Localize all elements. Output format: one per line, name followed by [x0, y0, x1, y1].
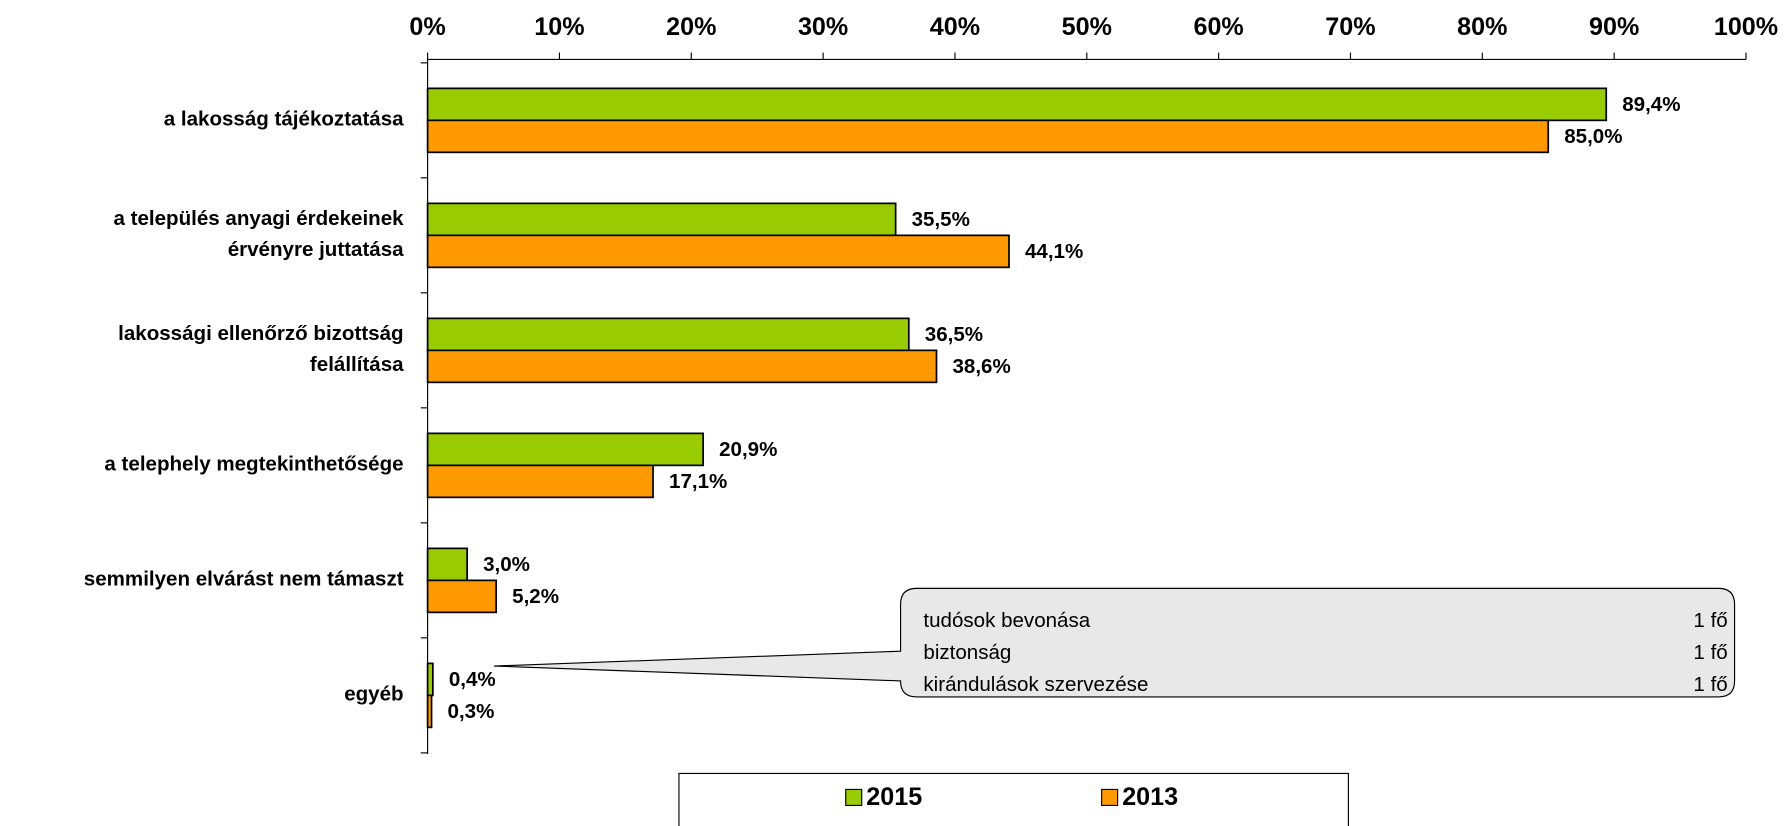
value-label: 89,4%: [1622, 93, 1680, 116]
value-label: 17,1%: [669, 470, 727, 493]
legend-swatch: [1101, 788, 1119, 807]
category-label: semmilyen elvárást nem támaszt: [84, 568, 404, 591]
value-label: 5,2%: [512, 585, 559, 608]
bar: [426, 579, 498, 614]
bar: [426, 202, 897, 237]
note-count: 1 fő: [1693, 641, 1727, 664]
x-tick-label: 100%: [1714, 13, 1778, 41]
category-label: a település anyagi érdekeinek érvényre ju…: [114, 207, 405, 261]
category-line: a település anyagi érdekeinek: [114, 207, 405, 230]
value-label: 0,4%: [449, 668, 496, 691]
x-tick-label: 80%: [1457, 13, 1507, 41]
category-line: érvényre juttatása: [228, 238, 404, 261]
legend-label: 2013: [1122, 783, 1178, 811]
bar: [426, 662, 434, 697]
category-label: lakossági ellenőrző bizottság felállítása: [118, 322, 404, 376]
category-line: a lakosság tájékoztatása: [164, 108, 404, 131]
value-label: 38,6%: [952, 355, 1010, 378]
x-tick-label: 90%: [1589, 13, 1639, 41]
note-label: biztonság: [923, 641, 1011, 664]
bar: [426, 87, 1608, 122]
x-tick-label: 50%: [1062, 13, 1112, 41]
legend-swatch: [845, 788, 863, 807]
value-label: 20,9%: [719, 438, 777, 461]
bar: [426, 432, 704, 467]
bar: [426, 317, 910, 352]
category-line: egyéb: [344, 683, 403, 706]
note-label: kirándulások szervezése: [923, 673, 1148, 696]
value-label: 85,0%: [1564, 125, 1622, 148]
value-label: 36,5%: [925, 323, 983, 346]
note-label: tudósok bevonása: [923, 609, 1090, 632]
category-label: egyéb: [344, 683, 403, 706]
legend-label: 2015: [866, 783, 922, 811]
bar: [426, 349, 938, 384]
category-line: lakossági ellenőrző bizottság: [118, 322, 403, 345]
bar: [426, 464, 654, 499]
category-label: a lakosság tájékoztatása: [164, 108, 404, 131]
x-tick-label: 0%: [409, 13, 445, 41]
bar: [426, 119, 1550, 154]
x-tick-label: 40%: [930, 13, 980, 41]
value-label: 35,5%: [912, 208, 970, 231]
x-tick-label: 70%: [1325, 13, 1375, 41]
bar: [426, 694, 433, 729]
x-tick-label: 30%: [798, 13, 848, 41]
category-label: a telephely megtekinthetősége: [104, 453, 403, 476]
note-count: 1 fő: [1693, 609, 1727, 632]
value-label: 3,0%: [483, 553, 530, 576]
category-line: semmilyen elvárást nem támaszt: [84, 568, 404, 591]
x-tick-label: 10%: [534, 13, 584, 41]
bar: [426, 547, 468, 582]
x-tick-label: 20%: [666, 13, 716, 41]
note-count: 1 fő: [1693, 673, 1727, 696]
value-label: 0,3%: [448, 700, 495, 723]
legend-box: [678, 772, 1349, 826]
category-line: a telephely megtekinthetősége: [104, 453, 403, 476]
x-tick-label: 60%: [1193, 13, 1243, 41]
bar: [426, 234, 1010, 269]
callout-box: [493, 587, 1736, 698]
value-label: 44,1%: [1025, 240, 1083, 263]
category-line: felállítása: [310, 353, 404, 376]
